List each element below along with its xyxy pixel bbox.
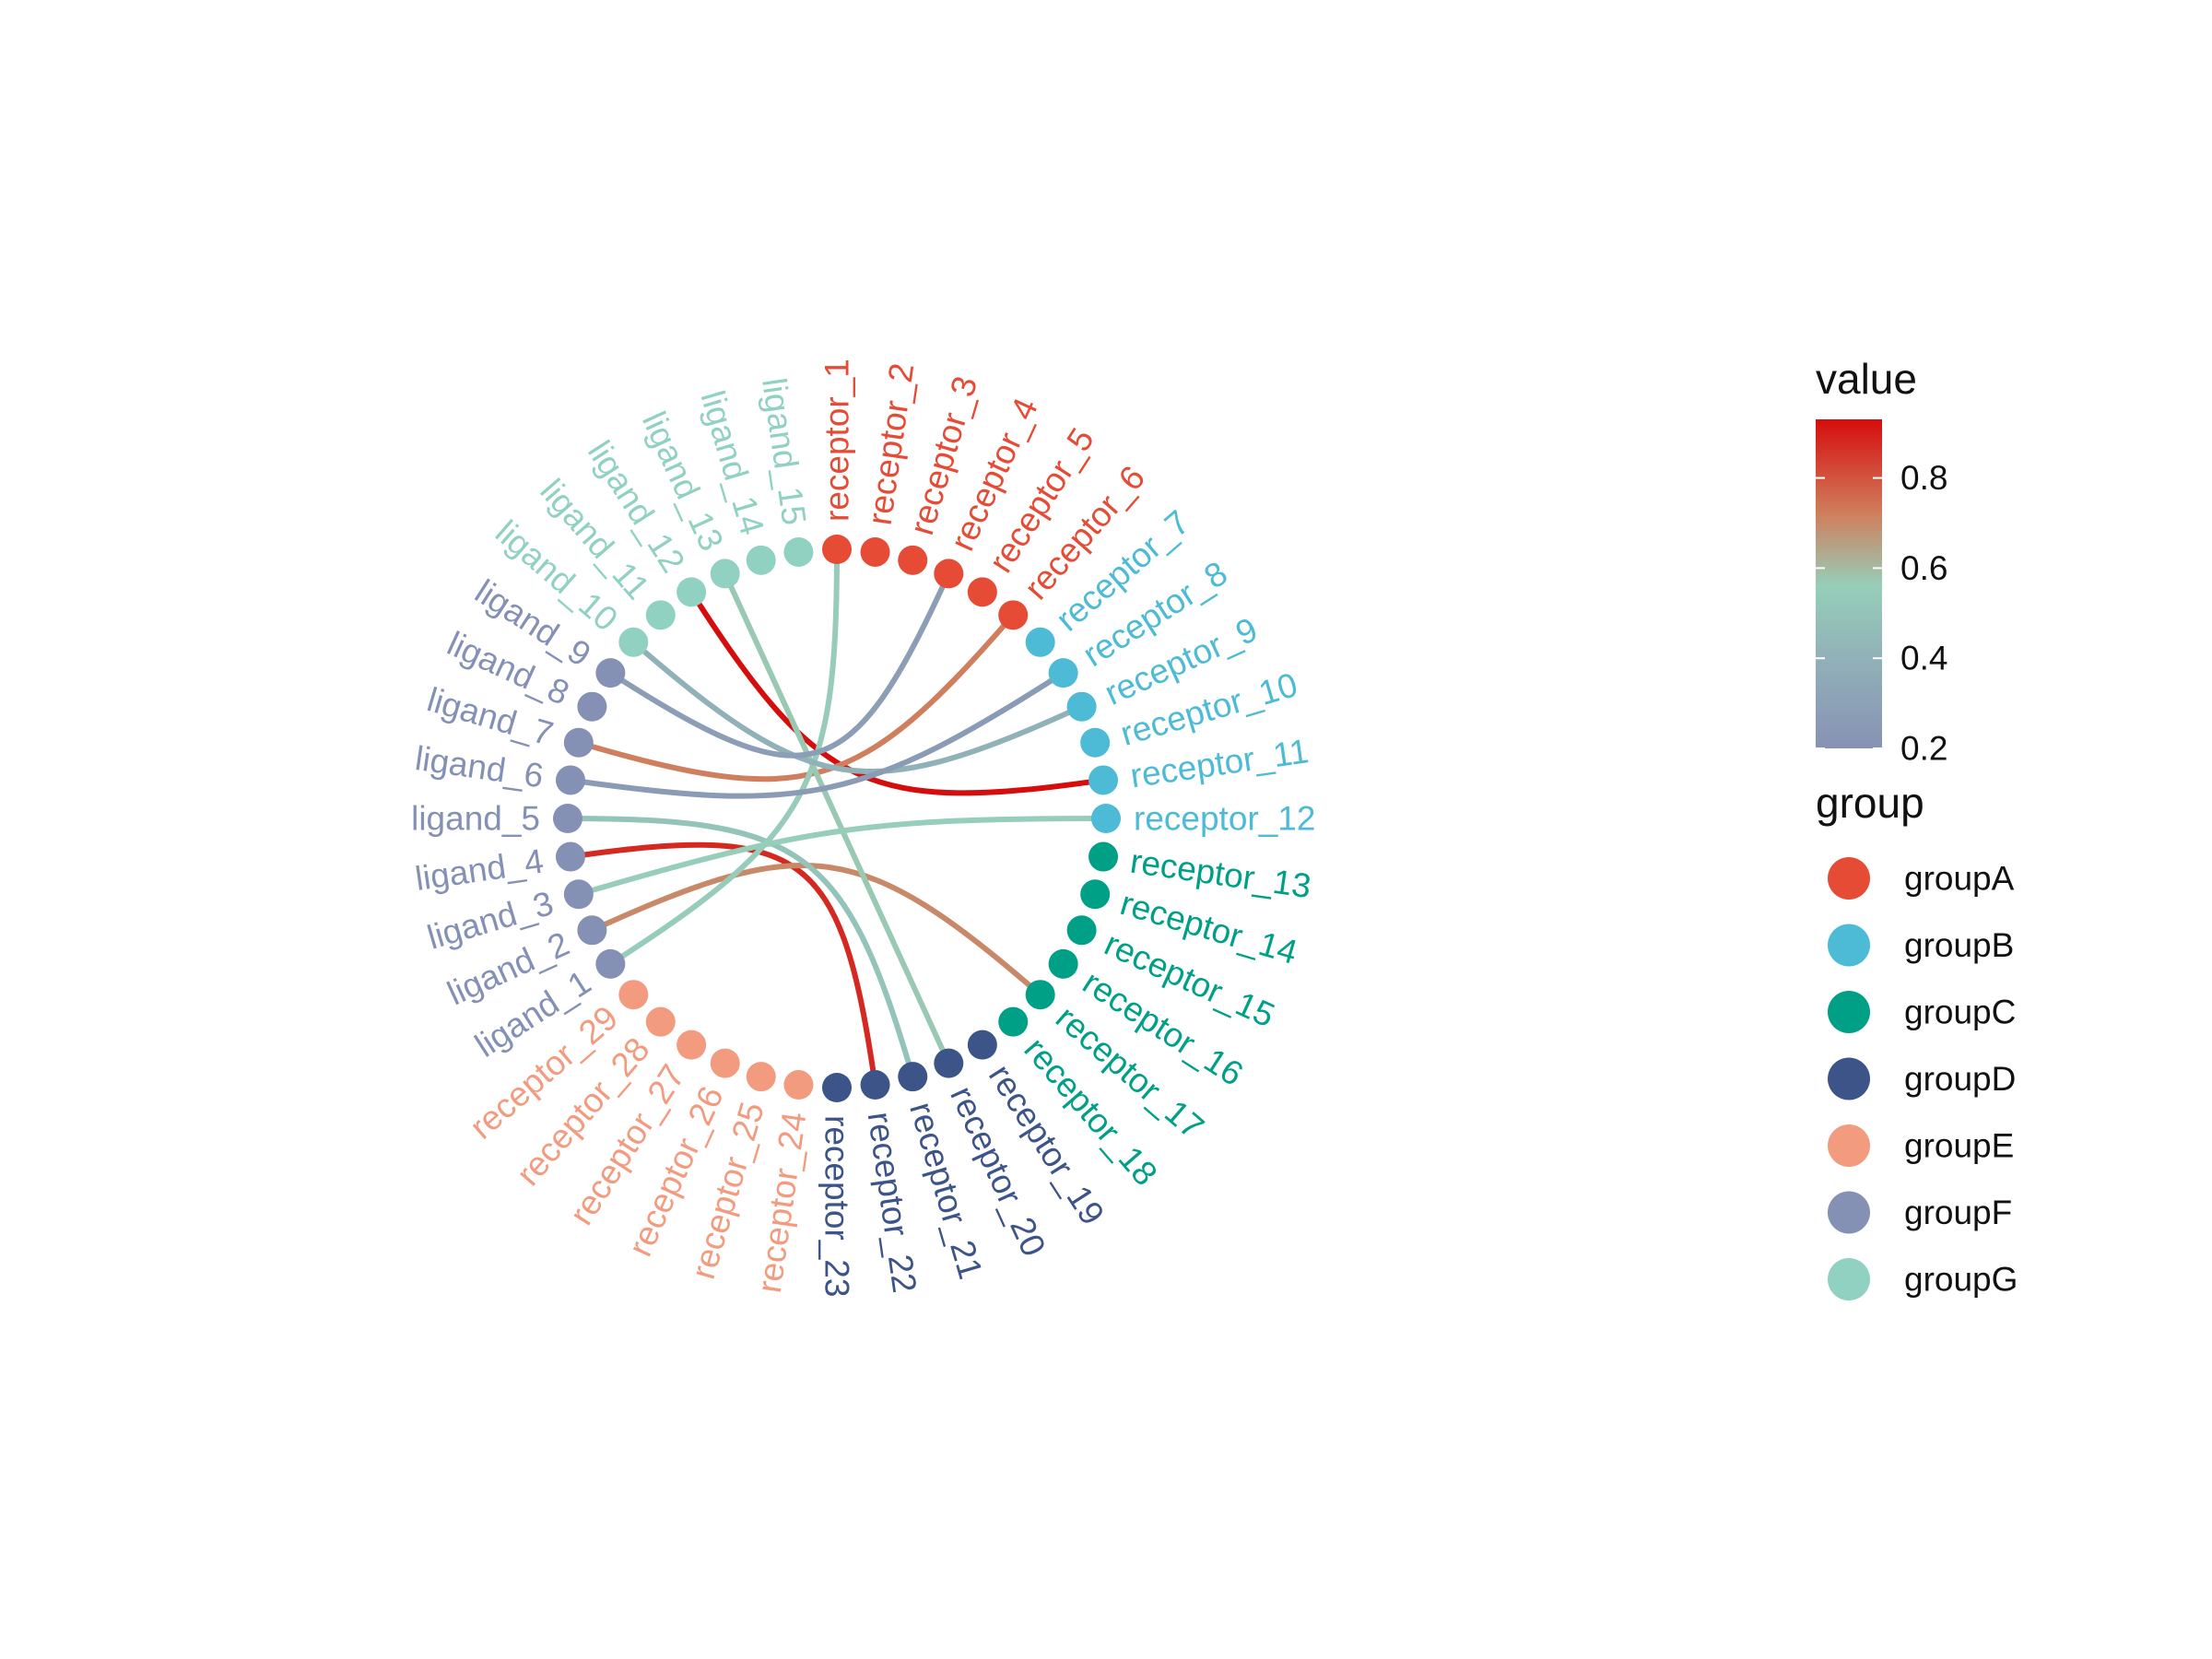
- edge-ligand_13-receptor_20: [722, 571, 952, 1066]
- node-receptor_14: [1080, 879, 1111, 910]
- node-receptor_25: [746, 1062, 776, 1092]
- edge-ligand_9-receptor_4: [607, 571, 952, 759]
- value-colorbar: [1816, 419, 1882, 748]
- value-tick-label-0.4: 0.4: [1900, 640, 1947, 677]
- group-key-groupF: [1828, 1191, 1870, 1234]
- node-ligand_8: [577, 691, 607, 722]
- node-ligand_3: [563, 879, 594, 910]
- node-receptor_11: [1088, 765, 1119, 795]
- node-label-ligand_6: ligand_6: [413, 739, 546, 794]
- node-receptor_18: [998, 1006, 1029, 1037]
- group-key-groupG: [1828, 1258, 1870, 1300]
- node-receptor_8: [1048, 658, 1078, 688]
- group-legend: group groupAgroupBgroupCgroupDgroupEgrou…: [1816, 779, 2018, 1300]
- group-label-groupF: groupF: [1904, 1194, 2012, 1231]
- value-legend: value 0.2 0.4 0.6 0.8: [1816, 355, 1947, 768]
- edges-layer: [565, 547, 1109, 1088]
- node-ligand_15: [783, 536, 814, 567]
- node-receptor_20: [934, 1048, 964, 1078]
- value-ticks: 0.2 0.4 0.6 0.8: [1816, 459, 1947, 768]
- edge-ligand_5-receptor_21: [565, 816, 916, 1080]
- group-label-groupE: groupE: [1904, 1127, 2014, 1165]
- node-receptor_5: [967, 577, 997, 607]
- group-key-groupA: [1828, 857, 1870, 900]
- group-label-groupC: groupC: [1904, 994, 2016, 1031]
- group-key-groupC: [1828, 991, 1870, 1033]
- node-receptor_4: [934, 559, 964, 589]
- value-tick-label-0.2: 0.2: [1900, 730, 1947, 768]
- node-receptor_13: [1088, 841, 1119, 872]
- node-ligand_12: [677, 577, 707, 607]
- node-ligand_11: [645, 600, 676, 630]
- edge-ligand_7-receptor_6: [575, 612, 1017, 782]
- group-label-groupG: groupG: [1904, 1261, 2018, 1299]
- group-key-groupD: [1828, 1057, 1870, 1100]
- node-receptor_19: [967, 1030, 997, 1060]
- node-receptor_28: [645, 1006, 676, 1037]
- node-ligand_14: [746, 545, 776, 575]
- node-receptor_17: [1025, 980, 1055, 1010]
- node-ligand_5: [553, 804, 582, 833]
- group-key-groupB: [1828, 924, 1870, 967]
- node-ligand_4: [555, 841, 585, 872]
- node-receptor_7: [1025, 627, 1055, 657]
- group-label-groupB: groupB: [1904, 926, 2014, 964]
- node-label-receptor_12: receptor_12: [1134, 800, 1315, 838]
- node-receptor_6: [998, 600, 1029, 630]
- node-label-receptor_23: receptor_23: [818, 1115, 856, 1297]
- node-receptor_16: [1048, 948, 1078, 979]
- nodes-layer: [553, 535, 1121, 1102]
- node-receptor_10: [1080, 727, 1111, 758]
- node-ligand_10: [618, 627, 649, 657]
- node-receptor_29: [618, 980, 649, 1010]
- value-tick-label-0.8: 0.8: [1900, 459, 1947, 497]
- value-legend-title: value: [1816, 355, 1917, 403]
- node-receptor_22: [860, 1070, 890, 1100]
- node-label-ligand_5: ligand_5: [411, 800, 540, 838]
- node-ligand_2: [577, 915, 607, 946]
- edge-ligand_4-receptor_22: [567, 841, 878, 1088]
- edge-ligand_1-receptor_1: [607, 547, 840, 967]
- edge-ligand_3-receptor_12: [575, 816, 1109, 898]
- node-receptor_12: [1091, 804, 1121, 833]
- node-receptor_21: [898, 1062, 928, 1092]
- node-ligand_9: [595, 658, 626, 688]
- node-ligand_13: [710, 559, 740, 589]
- value-tick-label-0.6: 0.6: [1900, 549, 1947, 587]
- group-keys: groupA groupB groupC groupD groupE groupF grou…: [1828, 857, 2018, 1300]
- group-key-groupE: [1828, 1124, 1870, 1167]
- node-label-receptor_1: receptor_1: [818, 359, 856, 522]
- node-ligand_1: [595, 948, 626, 979]
- node-receptor_24: [783, 1070, 814, 1100]
- group-label-groupD: groupD: [1904, 1060, 2016, 1098]
- node-receptor_23: [822, 1073, 852, 1102]
- node-receptor_26: [710, 1048, 740, 1078]
- node-receptor_9: [1066, 691, 1097, 722]
- node-receptor_27: [677, 1030, 707, 1060]
- edge-ligand_10-receptor_9: [630, 639, 1085, 774]
- group-legend-title: group: [1816, 779, 1924, 827]
- node-receptor_15: [1066, 915, 1097, 946]
- group-label-groupA: groupA: [1904, 860, 2015, 898]
- edge-ligand_6-receptor_8: [567, 670, 1066, 799]
- node-ligand_7: [563, 727, 594, 758]
- edge-ligand_2-receptor_17: [589, 863, 1043, 998]
- node-receptor_1: [822, 535, 852, 564]
- node-ligand_6: [555, 765, 585, 795]
- node-receptor_2: [860, 536, 890, 567]
- node-receptor_3: [898, 545, 928, 575]
